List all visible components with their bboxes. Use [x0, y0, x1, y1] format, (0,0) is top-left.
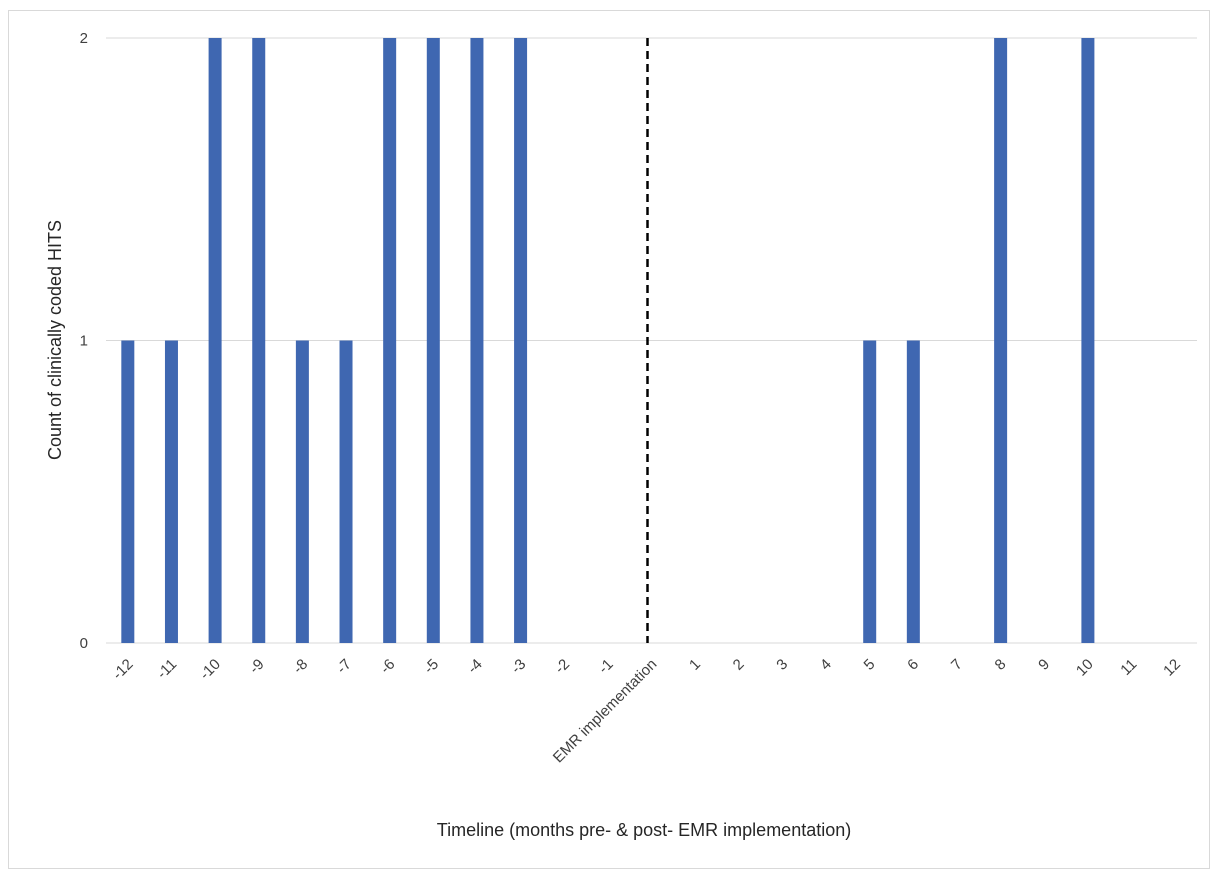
x-tick-label: 7 — [948, 656, 966, 674]
x-tick-label: -7 — [333, 656, 354, 677]
bar--4 — [470, 38, 484, 643]
x-tick-label: 8 — [992, 656, 1010, 674]
x-tick-label: 5 — [861, 656, 879, 674]
x-tick-label: 3 — [773, 656, 791, 674]
x-tick-label: -2 — [552, 656, 573, 677]
bar--6 — [383, 38, 397, 643]
bar--9 — [252, 38, 266, 643]
y-tick-labels: 0 1 2 — [80, 30, 88, 652]
x-tick-label: -12 — [109, 656, 136, 683]
x-tick-label: -3 — [508, 656, 529, 677]
gridlines — [106, 37, 1197, 644]
x-tick-label: 12 — [1160, 656, 1184, 680]
bar-8 — [994, 38, 1008, 643]
bar--5 — [426, 38, 440, 643]
bar--10 — [208, 38, 222, 643]
y-tick-label: 1 — [80, 333, 88, 350]
x-tick-label: 1 — [686, 656, 704, 674]
y-axis-title: Count of clinically coded HITS — [45, 220, 65, 460]
bar--7 — [339, 340, 353, 643]
bar--11 — [164, 340, 178, 643]
x-tick-label: 2 — [730, 656, 748, 674]
x-axis-title: Timeline (months pre- & post- EMR implem… — [437, 820, 851, 840]
x-tick-label: 4 — [817, 656, 835, 674]
x-tick-label: -9 — [246, 656, 267, 677]
x-tick-label: 6 — [904, 656, 922, 674]
bars — [121, 38, 1095, 643]
x-tick-label: 11 — [1117, 656, 1140, 679]
bar-5 — [863, 340, 877, 643]
bar--8 — [295, 340, 309, 643]
y-tick-label: 0 — [80, 635, 88, 652]
x-tick-label: 9 — [1035, 656, 1053, 674]
x-tick-label: -5 — [421, 656, 442, 677]
bar-10 — [1081, 38, 1095, 643]
bar-6 — [906, 340, 920, 643]
x-tick-label: -1 — [595, 656, 616, 677]
bar--3 — [514, 38, 528, 643]
x-tick-label: -4 — [464, 656, 485, 677]
x-tick-label: 10 — [1073, 656, 1097, 680]
y-tick-label: 2 — [80, 30, 88, 47]
chart-frame — [8, 10, 1210, 869]
x-tick-label: -8 — [290, 656, 311, 677]
bar--12 — [121, 340, 135, 643]
x-tick-label: -6 — [377, 656, 398, 677]
x-tick-label: -10 — [197, 656, 224, 683]
x-tick-label: -11 — [154, 656, 181, 683]
